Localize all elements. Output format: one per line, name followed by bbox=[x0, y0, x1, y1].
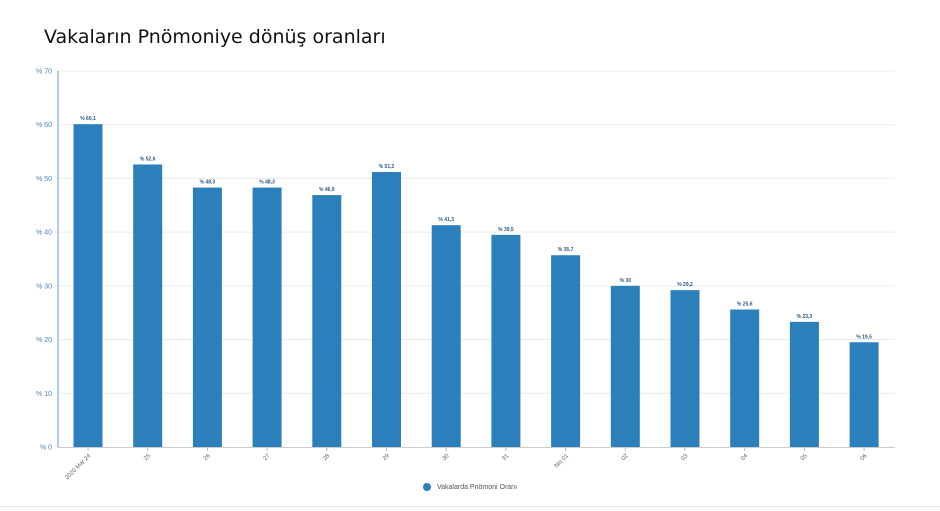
x-tick-label: 30 bbox=[442, 453, 451, 462]
x-tick-label: 05 bbox=[800, 453, 809, 462]
bar bbox=[73, 124, 103, 448]
bar-value-label: % 51,2 bbox=[379, 164, 395, 170]
bar-value-label: % 41,3 bbox=[438, 217, 454, 223]
bar bbox=[252, 187, 282, 447]
chart-title: Vakaların Pnömoniye dönüş oranları bbox=[44, 26, 386, 48]
bar bbox=[849, 342, 879, 447]
bar-value-label: % 30 bbox=[620, 278, 632, 284]
value-labels: % 60,1 % 52,6 % 48,3 % 48,3 % 46,9 % 51,2 % 41… bbox=[80, 116, 872, 340]
x-tick-label: 04 bbox=[740, 453, 749, 462]
y-tick-label: % 50 bbox=[36, 176, 52, 183]
y-tick-label: % 0 bbox=[40, 445, 52, 452]
y-tick-label: % 40 bbox=[36, 230, 52, 237]
y-axis: % 0 % 10 % 20 % 30 % 40 % 50 % 60 % 70 bbox=[36, 69, 59, 452]
bottom-divider bbox=[0, 506, 940, 507]
y-tick-label: % 30 bbox=[36, 283, 52, 290]
bar-value-label: % 46,9 bbox=[319, 187, 335, 193]
legend[interactable]: Vakalarda Pnömoni Oranı bbox=[0, 483, 940, 491]
y-tick-label: % 60 bbox=[36, 122, 52, 129]
bar bbox=[192, 187, 222, 447]
bar-value-label: % 39,5 bbox=[498, 227, 514, 233]
bar bbox=[789, 321, 819, 447]
x-tick-label: 28 bbox=[322, 453, 331, 462]
bar bbox=[670, 290, 700, 447]
bar-value-label: % 60,1 bbox=[80, 116, 96, 122]
y-tick-label: % 10 bbox=[36, 391, 52, 398]
y-tick-label: % 20 bbox=[36, 337, 52, 344]
x-tick-label: Nis 01 bbox=[554, 453, 571, 470]
legend-marker bbox=[422, 483, 431, 491]
bar-value-label: % 19,5 bbox=[856, 334, 872, 340]
x-tick-label: 25 bbox=[143, 453, 152, 462]
bar-value-label: % 35,7 bbox=[558, 247, 574, 253]
bar-value-label: % 52,6 bbox=[140, 156, 156, 162]
bar-value-label: % 48,3 bbox=[259, 180, 275, 186]
bar-value-label: % 48,3 bbox=[200, 180, 216, 186]
bars bbox=[73, 124, 879, 448]
x-axis: 2020 Mar 24 25 26 27 28 29 30 31 Nis 01 02 03 04 05 0… bbox=[58, 447, 895, 480]
bar-value-label: % 23,3 bbox=[797, 314, 813, 320]
x-tick-label: 26 bbox=[203, 453, 212, 462]
bar bbox=[491, 234, 521, 447]
bar bbox=[610, 285, 640, 447]
bar bbox=[133, 164, 163, 447]
bar bbox=[312, 195, 342, 447]
legend-label: Vakalarda Pnömoni Oranı bbox=[436, 483, 518, 491]
x-tick-label: 02 bbox=[621, 453, 630, 462]
bar-chart: % 0% 10% 20% 30% 40% 50% 60% 70 % 60,1% … bbox=[36, 69, 895, 480]
bar bbox=[372, 171, 401, 448]
x-tick-label: 06 bbox=[860, 453, 869, 462]
x-tick-label: 03 bbox=[680, 453, 689, 462]
grid-lines bbox=[58, 70, 895, 394]
bar bbox=[431, 225, 461, 447]
bar-value-label: % 25,6 bbox=[737, 301, 753, 307]
x-tick-label: 27 bbox=[263, 453, 272, 462]
x-tick-label: 31 bbox=[501, 453, 510, 462]
y-tick-label: % 70 bbox=[36, 69, 52, 76]
bar-value-label: % 29,2 bbox=[677, 282, 693, 288]
bar bbox=[551, 255, 581, 447]
x-tick-label: 29 bbox=[382, 453, 391, 462]
x-tick-label: 2020 Mar 24 bbox=[64, 453, 93, 480]
bar bbox=[730, 309, 760, 447]
